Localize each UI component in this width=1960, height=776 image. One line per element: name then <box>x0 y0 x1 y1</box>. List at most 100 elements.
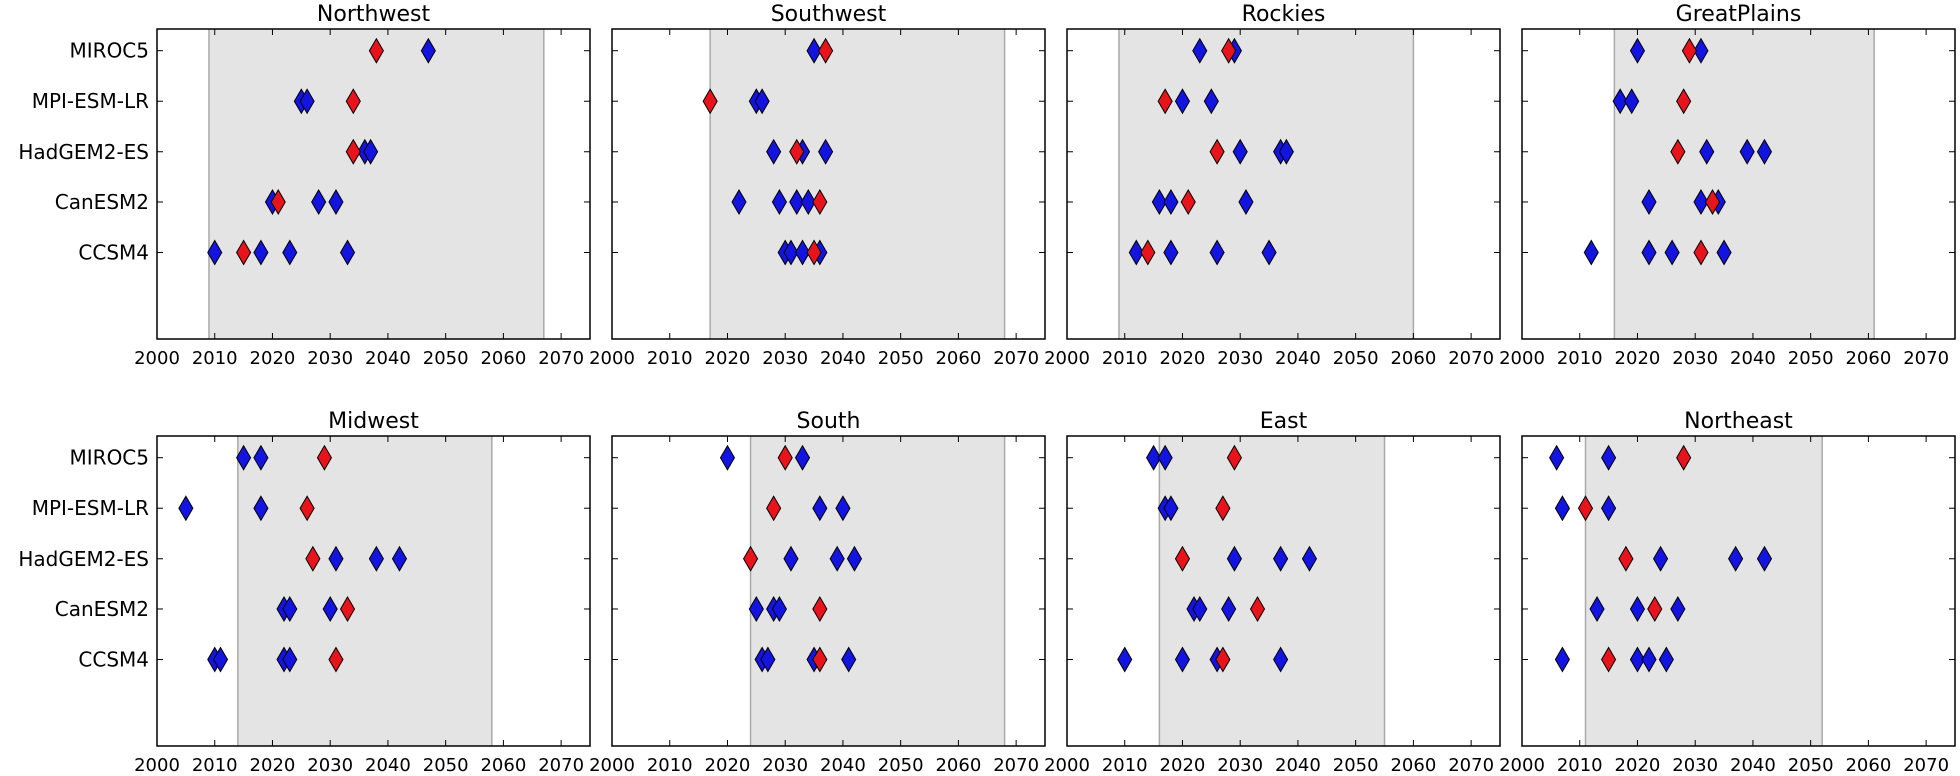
blue-marker <box>1670 595 1686 622</box>
red-marker <box>789 138 805 165</box>
blue-marker <box>812 495 828 522</box>
blue-marker <box>1652 545 1669 572</box>
blue-marker <box>1128 239 1144 266</box>
panel-title: South <box>797 409 861 434</box>
x-tick-label: 2050 <box>1333 755 1379 776</box>
red-marker <box>316 444 333 471</box>
shaded-band <box>1118 29 1414 339</box>
red-marker <box>1226 444 1243 471</box>
red-marker <box>305 545 321 572</box>
x-tick-label: 2040 <box>1275 755 1321 776</box>
blue-marker <box>1163 239 1179 266</box>
shaded-band <box>1585 436 1823 746</box>
x-tick-label: 2040 <box>1730 348 1776 369</box>
x-tick-label: 2000 <box>589 348 635 369</box>
x-tick-label: 2050 <box>1333 348 1379 369</box>
shaded-band <box>237 436 492 746</box>
red-marker <box>806 239 822 266</box>
red-marker <box>368 37 384 64</box>
panel-title: East <box>1260 409 1308 434</box>
blue-marker <box>1549 444 1565 471</box>
blue-marker <box>1554 646 1570 673</box>
blue-marker <box>1589 595 1605 622</box>
x-tick-label: 2000 <box>1499 755 1545 776</box>
blue-marker <box>1629 595 1646 622</box>
blue-marker <box>1192 595 1208 622</box>
x-tick-label: 2010 <box>647 755 693 776</box>
x-tick-label: 2050 <box>878 755 924 776</box>
blue-marker <box>829 545 845 572</box>
red-marker <box>742 545 759 572</box>
x-tick-label: 2050 <box>1788 755 1834 776</box>
blue-marker <box>1192 37 1208 64</box>
blue-marker <box>748 595 764 622</box>
x-tick-label: 2040 <box>365 348 411 369</box>
red-marker <box>1140 239 1156 266</box>
x-tick-label: 2020 <box>1615 348 1661 369</box>
x-tick-label: 2060 <box>1390 755 1436 776</box>
x-tick-label: 2030 <box>1672 348 1718 369</box>
x-tick-label: 2040 <box>1275 348 1321 369</box>
red-marker <box>1209 138 1225 165</box>
x-tick-label: 2040 <box>1730 755 1776 776</box>
model-label: MPI-ESM-LR <box>32 496 149 520</box>
plot-frame <box>156 28 591 340</box>
blue-marker <box>339 239 356 266</box>
x-tick-label: 2070 <box>993 755 1039 776</box>
blue-marker <box>299 88 315 115</box>
blue-marker <box>766 138 782 165</box>
model-label: CanESM2 <box>55 597 149 621</box>
x-tick-label: 2010 <box>1557 348 1603 369</box>
red-marker <box>339 595 356 622</box>
red-marker <box>1221 37 1237 64</box>
x-tick-label: 2000 <box>1044 348 1090 369</box>
blue-marker <box>1117 646 1133 673</box>
x-tick-label: 2050 <box>423 348 469 369</box>
x-tick-label: 2000 <box>134 755 180 776</box>
blue-marker <box>794 239 811 266</box>
x-tick-label: 2070 <box>538 755 584 776</box>
x-tick-label: 2060 <box>1390 348 1436 369</box>
blue-marker <box>841 646 857 673</box>
panel-midwest: 2000 2010 2020 2030 2040 2050 2060 2070 MIROC5 MP… <box>18 409 591 776</box>
shaded-band <box>1159 436 1385 746</box>
blue-marker <box>1612 88 1628 115</box>
blue-marker <box>328 188 344 215</box>
blue-marker <box>818 138 834 165</box>
red-marker <box>345 138 361 165</box>
blue-marker <box>212 646 229 673</box>
blue-marker <box>253 495 269 522</box>
blue-marker <box>363 138 379 165</box>
x-tick-label: 2050 <box>1788 348 1834 369</box>
red-marker <box>1704 188 1721 215</box>
panel-greatplains: 2000 2010 2020 2030 2040 2050 2060 2070 GreatPla… <box>1499 2 1956 369</box>
blue-marker <box>1624 88 1640 115</box>
blue-marker <box>368 545 384 572</box>
x-tick-label: 2070 <box>538 348 584 369</box>
x-tick-label: 2060 <box>480 755 526 776</box>
x-tick-label: 2020 <box>1160 348 1206 369</box>
panel-title: Northeast <box>1684 409 1793 434</box>
panel-northeast: 2000 2010 2020 2030 2040 2050 2060 2070 Northeas… <box>1499 409 1956 776</box>
shaded-band <box>1614 29 1875 339</box>
x-tick-label: 2030 <box>1672 755 1718 776</box>
red-marker <box>270 188 286 215</box>
plot-frame <box>611 28 1046 340</box>
blue-marker <box>1739 138 1755 165</box>
blue-marker <box>1232 138 1248 165</box>
red-marker <box>1670 138 1686 165</box>
panel-title: Southwest <box>771 2 887 27</box>
blue-marker <box>731 188 747 215</box>
blue-marker <box>771 595 788 622</box>
x-tick-label: 2010 <box>192 755 238 776</box>
panel-southwest: 2000 2010 2020 2030 2040 2050 2060 2070 Southwes… <box>589 2 1046 369</box>
red-marker <box>1676 88 1692 115</box>
x-tick-label: 2070 <box>1448 348 1494 369</box>
blue-marker <box>1629 646 1646 673</box>
x-tick-label: 2020 <box>1160 755 1206 776</box>
x-tick-label: 2050 <box>878 348 924 369</box>
x-tick-label: 2040 <box>820 348 866 369</box>
blue-marker <box>1583 239 1599 266</box>
blue-marker <box>1174 646 1191 673</box>
